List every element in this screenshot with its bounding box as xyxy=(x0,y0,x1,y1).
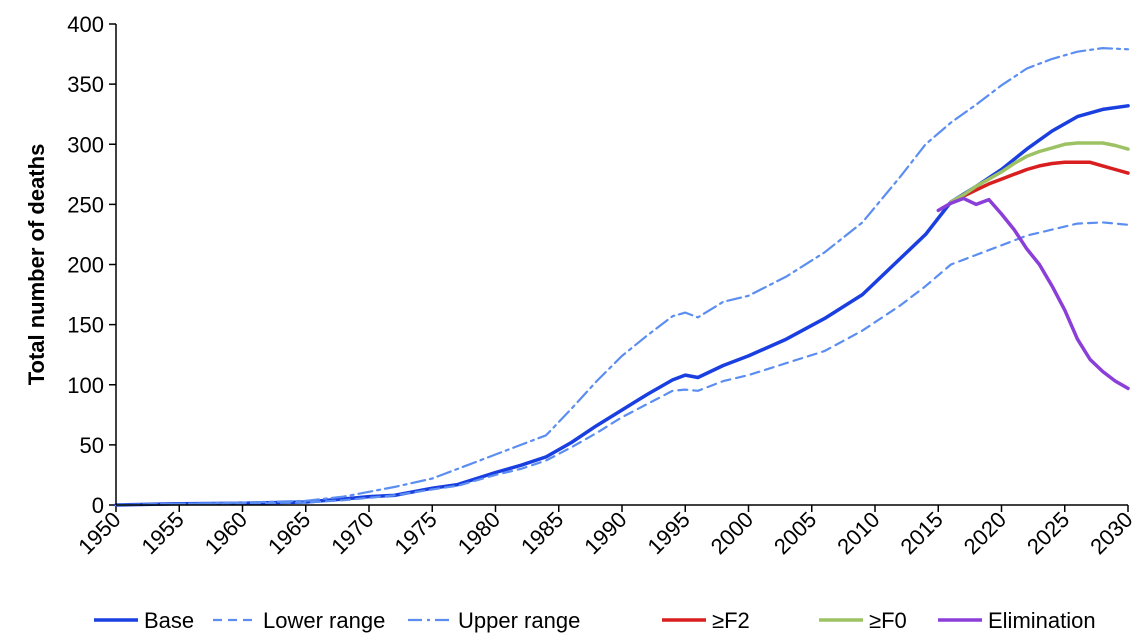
series-line-5 xyxy=(949,141,1130,204)
legend-label: ≥F2 xyxy=(712,608,750,633)
x-tick-label: 1950 xyxy=(73,507,125,559)
series-line-1 xyxy=(114,104,1130,507)
x-tick-label: 2010 xyxy=(832,507,884,559)
series-line-2 xyxy=(114,221,1130,507)
x-tick-label: 1975 xyxy=(389,507,441,559)
legend-label: ≥F0 xyxy=(869,608,907,633)
series-line-4 xyxy=(949,160,1130,204)
legend-label: Base xyxy=(144,608,194,633)
legend-label: Upper range xyxy=(458,608,580,633)
y-tick-label: 300 xyxy=(67,132,104,157)
x-tick-label: 2005 xyxy=(769,507,821,559)
series-layer xyxy=(114,46,1130,507)
x-axis: 1950 1955 1960 1965 1970 1975 1980 1985 1990 1995… xyxy=(73,505,1136,559)
x-tick-label: 1970 xyxy=(326,507,378,559)
x-tick-label: 2000 xyxy=(706,507,758,559)
x-tick-label: 1965 xyxy=(263,507,315,559)
x-tick-label: 2025 xyxy=(1022,507,1074,559)
legend: Base Lower range Upper range ≥F2 ≥F0 Eliminat… xyxy=(94,608,1096,633)
x-tick-label: 1955 xyxy=(136,507,188,559)
x-tick-label: 1980 xyxy=(453,507,505,559)
y-tick-label: 400 xyxy=(67,12,104,37)
x-tick-label: 2030 xyxy=(1085,507,1136,559)
series-line-3 xyxy=(114,46,1130,507)
y-tick-label: 150 xyxy=(67,313,104,338)
x-tick-label: 1990 xyxy=(579,507,631,559)
x-tick-label: 2015 xyxy=(895,507,947,559)
legend-label: Elimination xyxy=(988,608,1096,633)
x-tick-label: 1995 xyxy=(642,507,694,559)
x-tick-label: 1985 xyxy=(516,507,568,559)
y-tick-label: 200 xyxy=(67,253,104,278)
y-tick-label: 0 xyxy=(92,493,104,518)
y-tick-label: 100 xyxy=(67,373,104,398)
y-tick-label: 350 xyxy=(67,72,104,97)
legend-label: Lower range xyxy=(263,608,385,633)
y-axis-title-group: Total number of deaths xyxy=(24,144,49,386)
y-tick-label: 250 xyxy=(67,192,104,217)
y-axis: 0 50 100 150 200 250 300 350 400 xyxy=(67,12,116,518)
x-tick-label: 2020 xyxy=(959,507,1011,559)
x-tick-label: 1960 xyxy=(200,507,252,559)
y-tick-label: 50 xyxy=(80,433,104,458)
y-axis-title: Total number of deaths xyxy=(24,144,49,386)
series-line-6 xyxy=(936,196,1130,391)
